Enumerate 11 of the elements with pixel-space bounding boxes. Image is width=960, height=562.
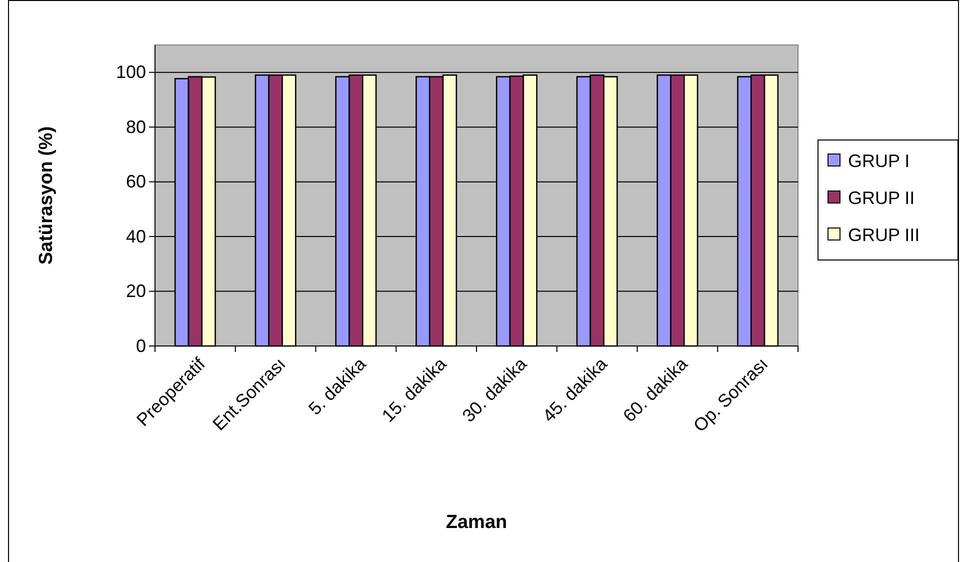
legend-label: GRUP I xyxy=(848,151,910,171)
y-tick-label: 80 xyxy=(126,116,146,137)
legend-label: GRUP III xyxy=(848,225,920,245)
legend-label: GRUP II xyxy=(848,188,915,208)
y-tick-label: 40 xyxy=(126,226,146,246)
y-axis-title: Satürasyon (%) xyxy=(36,126,57,265)
y-tick-label: 0 xyxy=(136,336,146,356)
y-tick-label: 20 xyxy=(126,281,146,302)
x-axis-title: Zaman xyxy=(446,512,508,533)
y-tick-label: 100 xyxy=(116,62,146,82)
y-tick-label: 60 xyxy=(126,172,146,192)
